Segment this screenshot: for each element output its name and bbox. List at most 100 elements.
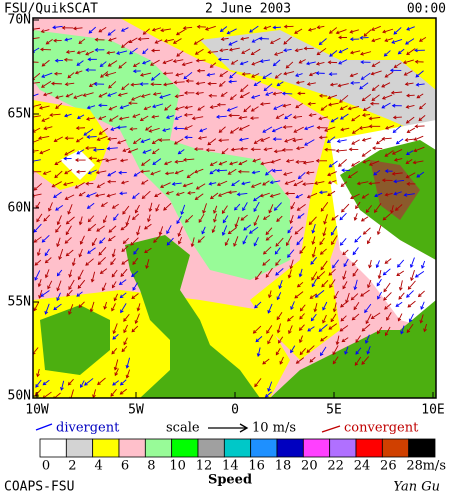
wind-arrowhead (116, 125, 121, 130)
wind-arrow (34, 259, 42, 266)
wind-arrowhead (328, 272, 333, 276)
wind-arrowhead (44, 259, 49, 264)
wind-arrowhead (262, 360, 266, 365)
wind-arrow (213, 205, 218, 214)
wind-arrowhead (253, 208, 257, 213)
wind-arrowhead (390, 209, 394, 214)
wind-arrow (44, 126, 53, 130)
lat-label: 70N (8, 13, 31, 28)
wind-arrowhead (155, 207, 159, 212)
wind-arrowhead (99, 240, 103, 244)
colorbar: 0 2 4 6 8 10 12 14 16 18 20 22 24 26 28 m/s (39, 438, 446, 474)
wind-arrow (228, 168, 237, 175)
wind-arrowhead (355, 350, 359, 355)
wind-arrowhead (33, 239, 38, 243)
wind-arrowhead (117, 92, 122, 97)
wind-arrow (34, 270, 41, 281)
wind-arrow (299, 313, 305, 320)
wind-arrow (239, 137, 249, 141)
wind-arrowhead (78, 192, 83, 197)
wind-arrowhead (137, 37, 142, 41)
wind-arrow (237, 193, 248, 195)
wind-arrow (54, 170, 63, 178)
wind-arrowhead (241, 72, 246, 76)
wind-arrowhead (371, 97, 376, 101)
wind-arrowhead (175, 192, 180, 196)
colorbar-label: 16 (248, 459, 265, 474)
wind-arrowhead (342, 276, 346, 280)
wind-arrowhead (272, 25, 277, 30)
lon-label: 10W (25, 403, 49, 418)
wind-arrow (310, 293, 317, 299)
wind-arrowhead (285, 242, 290, 247)
wind-arrow (262, 358, 270, 365)
wind-arrowhead (44, 274, 49, 279)
wind-arrow (413, 146, 425, 152)
wind-arrow (120, 268, 128, 277)
wind-arrow (260, 136, 270, 142)
wind-arrow (367, 237, 372, 244)
wind-arrow (415, 271, 425, 278)
wind-arrowhead (129, 50, 133, 55)
wind-arrow (219, 80, 226, 87)
wind-arrowhead (79, 240, 84, 245)
wind-arrowhead (41, 74, 45, 78)
wind-arrowhead (302, 160, 307, 165)
wind-arrow (287, 226, 293, 234)
wind-arrowhead (330, 318, 335, 323)
wind-arrowhead (314, 181, 318, 185)
wind-arrowhead (120, 309, 124, 314)
wind-arrowhead (366, 240, 371, 245)
wind-arrow (297, 281, 304, 288)
wind-arrow (385, 71, 394, 78)
wind-arrowhead (34, 276, 38, 281)
wind-arrowhead (363, 33, 368, 37)
wind-arrow (395, 301, 403, 307)
wind-arrow (254, 80, 262, 86)
wind-arrow (406, 158, 413, 164)
wind-arrowhead (145, 127, 149, 131)
wind-arrowhead (303, 46, 308, 51)
wind-arrow (150, 170, 161, 175)
wind-arrow (120, 104, 130, 109)
wind-arrow (406, 116, 415, 124)
wind-arrow (175, 94, 184, 97)
wind-arrowhead (191, 116, 196, 121)
wind-arrow (396, 270, 405, 276)
speed-field (33, 18, 436, 398)
wind-arrowhead (320, 337, 324, 342)
wind-arrowhead (216, 182, 221, 187)
wind-arrow (363, 159, 371, 163)
wind-arrow (377, 291, 383, 300)
wind-arrow (322, 314, 327, 324)
wind-arrowhead (166, 230, 170, 235)
wind-arrow (209, 182, 217, 185)
wind-arrowhead (73, 95, 78, 99)
wind-arrowhead (216, 102, 221, 107)
wind-arrowhead (150, 82, 154, 87)
wind-arrowhead (164, 171, 169, 176)
wind-arrow (229, 161, 238, 165)
wind-arrow (276, 311, 283, 320)
wind-arrowhead (176, 220, 180, 225)
wind-arrow (227, 28, 237, 35)
wind-arrow (108, 225, 117, 233)
wind-arrowhead (121, 248, 126, 252)
wind-arrowhead (198, 219, 203, 223)
wind-arrow (217, 180, 228, 186)
wind-arrowhead (174, 94, 179, 99)
colorbar-swatch (276, 438, 304, 458)
wind-arrowhead (150, 62, 154, 66)
wind-arrow (164, 161, 172, 165)
wind-arrow (254, 378, 262, 387)
wind-arrowhead (67, 74, 72, 79)
date: 2 June 2003 (205, 2, 291, 17)
wind-arrow (307, 192, 318, 198)
wind-arrowhead (222, 219, 227, 224)
wind-arrow (166, 225, 172, 234)
wind-arrow (33, 82, 40, 84)
wind-arrowhead (381, 136, 386, 141)
wind-arrowhead (151, 27, 156, 32)
wind-arrowhead (165, 191, 170, 195)
wind-arrowhead (252, 158, 257, 163)
